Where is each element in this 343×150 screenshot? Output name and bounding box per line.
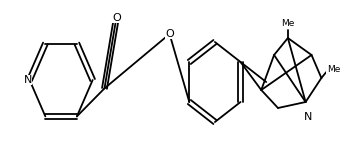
Text: N: N [304, 112, 312, 122]
Text: O: O [112, 13, 121, 23]
Text: Me: Me [281, 19, 295, 28]
Text: Me: Me [327, 66, 341, 75]
Text: N: N [23, 75, 32, 85]
Text: O: O [165, 29, 174, 39]
